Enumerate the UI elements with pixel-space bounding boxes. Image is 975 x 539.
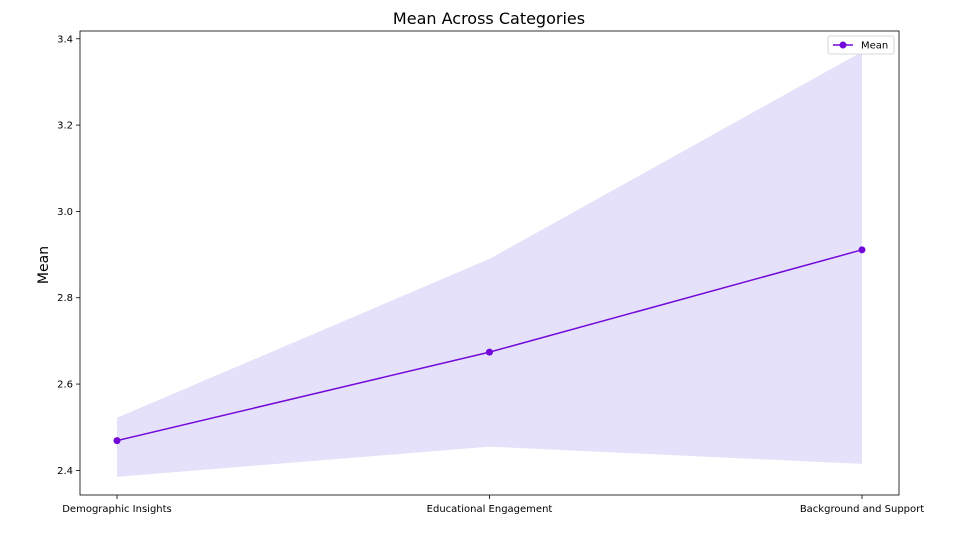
confidence-band — [117, 51, 862, 477]
y-tick-label: 3.0 — [57, 207, 73, 218]
data-point — [113, 437, 121, 445]
x-tick-layer: Demographic Insights Educational Engageme… — [62, 495, 924, 515]
y-tick-label: 2.4 — [57, 466, 73, 477]
y-tick-layer: 2.4 2.6 2.8 3.0 3.2 3.4 — [57, 34, 80, 477]
x-tick-label: Background and Support — [800, 504, 924, 515]
x-tick-label: Educational Engagement — [427, 504, 553, 515]
y-tick-label: 2.8 — [57, 293, 73, 304]
data-point — [486, 348, 493, 356]
legend: Mean — [827, 35, 895, 55]
confidence-band-layer — [117, 51, 862, 477]
legend-label: Mean — [861, 41, 888, 52]
y-tick-label: 3.4 — [57, 34, 73, 45]
legend-marker — [839, 41, 847, 49]
data-point — [858, 246, 866, 254]
legend-box — [827, 35, 895, 55]
chart-title: Mean Across Categories — [393, 9, 585, 28]
y-axis-label: Mean — [36, 246, 52, 284]
y-tick-label: 2.6 — [57, 380, 73, 391]
data-point-layer — [113, 246, 866, 445]
y-tick-label: 3.2 — [57, 121, 73, 132]
x-tick-label: Demographic Insights — [62, 504, 172, 515]
